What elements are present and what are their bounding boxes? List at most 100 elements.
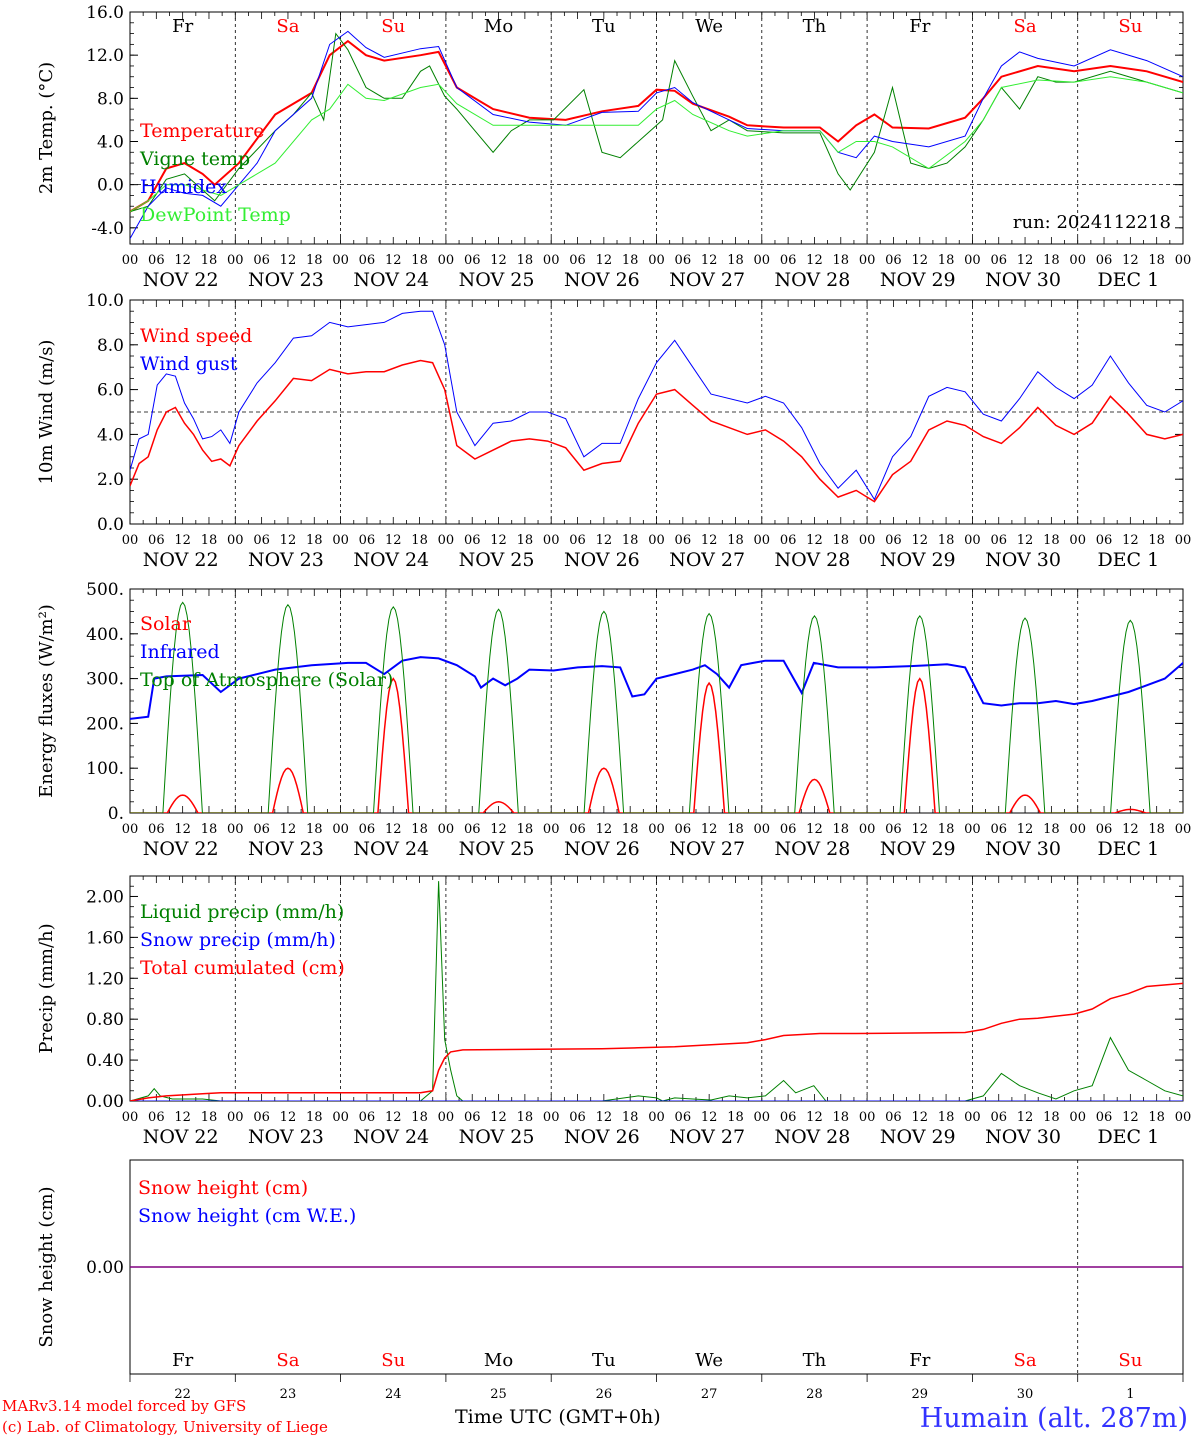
y-tick-label: 10.0 bbox=[86, 291, 124, 311]
hour-tick-label: 06 bbox=[1096, 822, 1113, 837]
y-tick-label: 500. bbox=[86, 580, 124, 600]
hour-tick-label: 06 bbox=[990, 1110, 1007, 1125]
hour-tick-label: 06 bbox=[885, 533, 902, 548]
legend-entry: Temperature bbox=[140, 120, 264, 142]
legend-entry: Wind speed bbox=[140, 325, 252, 347]
hour-tick-label: 18 bbox=[1148, 253, 1165, 268]
weekday-label: Th bbox=[803, 1350, 827, 1371]
series-line-2 bbox=[130, 310, 1183, 501]
hour-tick-label: 18 bbox=[306, 533, 323, 548]
hour-tick-label: 12 bbox=[174, 533, 191, 548]
hour-tick-label: 00 bbox=[543, 822, 560, 837]
hour-tick-label: 06 bbox=[1096, 1110, 1113, 1125]
hour-tick-label: 00 bbox=[227, 253, 244, 268]
date-label: DEC 1 bbox=[1097, 838, 1159, 860]
hour-tick-label: 06 bbox=[569, 1110, 586, 1125]
y-axis-label: Precip (mm/h) bbox=[36, 923, 57, 1053]
hour-tick-label: 18 bbox=[727, 253, 744, 268]
hour-tick-label: 06 bbox=[253, 253, 270, 268]
hour-tick-label: 12 bbox=[1017, 822, 1034, 837]
hour-tick-label: 18 bbox=[1148, 822, 1165, 837]
hour-tick-label: 12 bbox=[174, 253, 191, 268]
hour-tick-label: 18 bbox=[1043, 822, 1060, 837]
hour-tick-label: 00 bbox=[543, 533, 560, 548]
hour-tick-label: 18 bbox=[938, 822, 955, 837]
day-number-label: 27 bbox=[701, 1387, 718, 1402]
hour-tick-label: 06 bbox=[464, 253, 481, 268]
hour-tick-label: 12 bbox=[701, 533, 718, 548]
y-axis-label: 2m Temp. (°C) bbox=[36, 62, 57, 194]
hour-tick-label: 12 bbox=[596, 253, 613, 268]
date-label: NOV 27 bbox=[669, 269, 745, 291]
y-tick-label: -4.0 bbox=[91, 219, 124, 239]
hour-tick-label: 18 bbox=[727, 822, 744, 837]
hour-tick-label: 12 bbox=[701, 822, 718, 837]
hour-tick-label: 00 bbox=[1175, 533, 1192, 548]
panel-5: 0.00 Snow height (cm) Snow height (cm) Snow… bbox=[36, 1159, 1184, 1402]
hour-tick-label: 00 bbox=[964, 1110, 981, 1125]
hour-tick-label: 12 bbox=[1122, 533, 1139, 548]
hour-tick-label: 12 bbox=[911, 822, 928, 837]
date-label: NOV 22 bbox=[143, 1126, 219, 1148]
hour-tick-label: 00 bbox=[859, 822, 876, 837]
hour-tick-label: 18 bbox=[411, 253, 428, 268]
hour-tick-label: 18 bbox=[201, 533, 218, 548]
y-tick-label: 1.60 bbox=[86, 928, 124, 948]
hour-tick-label: 06 bbox=[464, 822, 481, 837]
y-tick-label: 300. bbox=[86, 670, 124, 690]
hour-tick-label: 06 bbox=[148, 253, 165, 268]
weekday-label: Sa bbox=[276, 1350, 299, 1371]
y-tick-label: 0.80 bbox=[86, 1010, 124, 1030]
hour-tick-label: 18 bbox=[938, 253, 955, 268]
hour-tick-label: 06 bbox=[885, 253, 902, 268]
date-label: DEC 1 bbox=[1097, 1126, 1159, 1148]
hour-tick-label: 00 bbox=[859, 533, 876, 548]
hour-tick-label: 00 bbox=[122, 533, 139, 548]
hour-tick-label: 06 bbox=[675, 253, 692, 268]
hour-tick-label: 06 bbox=[675, 533, 692, 548]
legend-entry: Liquid precip (mm/h) bbox=[140, 901, 344, 923]
series-line-4 bbox=[130, 76, 1183, 213]
hour-tick-label: 06 bbox=[1096, 533, 1113, 548]
y-tick-label: 6.0 bbox=[97, 381, 124, 401]
y-tick-label: 0.0 bbox=[97, 176, 124, 196]
date-label: NOV 24 bbox=[353, 549, 429, 571]
weekday-label: Fr bbox=[909, 1350, 930, 1371]
day-number-label: 30 bbox=[1017, 1387, 1034, 1402]
hour-tick-label: 12 bbox=[806, 533, 823, 548]
date-label: NOV 22 bbox=[143, 269, 219, 291]
hour-tick-label: 00 bbox=[227, 822, 244, 837]
hour-tick-label: 12 bbox=[1017, 1110, 1034, 1125]
y-tick-label: 0.0 bbox=[97, 515, 124, 535]
hour-tick-label: 00 bbox=[964, 822, 981, 837]
hour-tick-label: 18 bbox=[517, 533, 534, 548]
hour-tick-label: 00 bbox=[754, 1110, 771, 1125]
date-label: NOV 24 bbox=[353, 1126, 429, 1148]
hour-tick-label: 12 bbox=[385, 533, 402, 548]
hour-tick-label: 12 bbox=[490, 253, 507, 268]
date-label: NOV 27 bbox=[669, 838, 745, 860]
y-axis-label: Energy fluxes (W/m²) bbox=[36, 604, 57, 798]
date-label: NOV 22 bbox=[143, 838, 219, 860]
hour-tick-label: 18 bbox=[517, 1110, 534, 1125]
hour-tick-label: 00 bbox=[859, 1110, 876, 1125]
y-tick-label: 2.0 bbox=[97, 470, 124, 490]
series-group bbox=[130, 310, 1183, 503]
hour-tick-label: 18 bbox=[306, 822, 323, 837]
hour-tick-label: 00 bbox=[543, 253, 560, 268]
hour-tick-label: 12 bbox=[174, 822, 191, 837]
hour-tick-label: 00 bbox=[227, 1110, 244, 1125]
hour-tick-label: 06 bbox=[780, 822, 797, 837]
day-number-label: 24 bbox=[385, 1387, 402, 1402]
hour-tick-label: 00 bbox=[122, 1110, 139, 1125]
hour-tick-label: 06 bbox=[885, 822, 902, 837]
station-title: Humain (alt. 287m) bbox=[919, 1403, 1188, 1434]
date-label: NOV 29 bbox=[880, 838, 956, 860]
day-number-label: 22 bbox=[174, 1387, 191, 1402]
hour-tick-label: 06 bbox=[780, 253, 797, 268]
date-label: NOV 25 bbox=[459, 838, 535, 860]
hour-tick-label: 12 bbox=[280, 533, 297, 548]
hour-tick-label: 06 bbox=[359, 533, 376, 548]
weekday-label: Fr bbox=[909, 16, 930, 37]
